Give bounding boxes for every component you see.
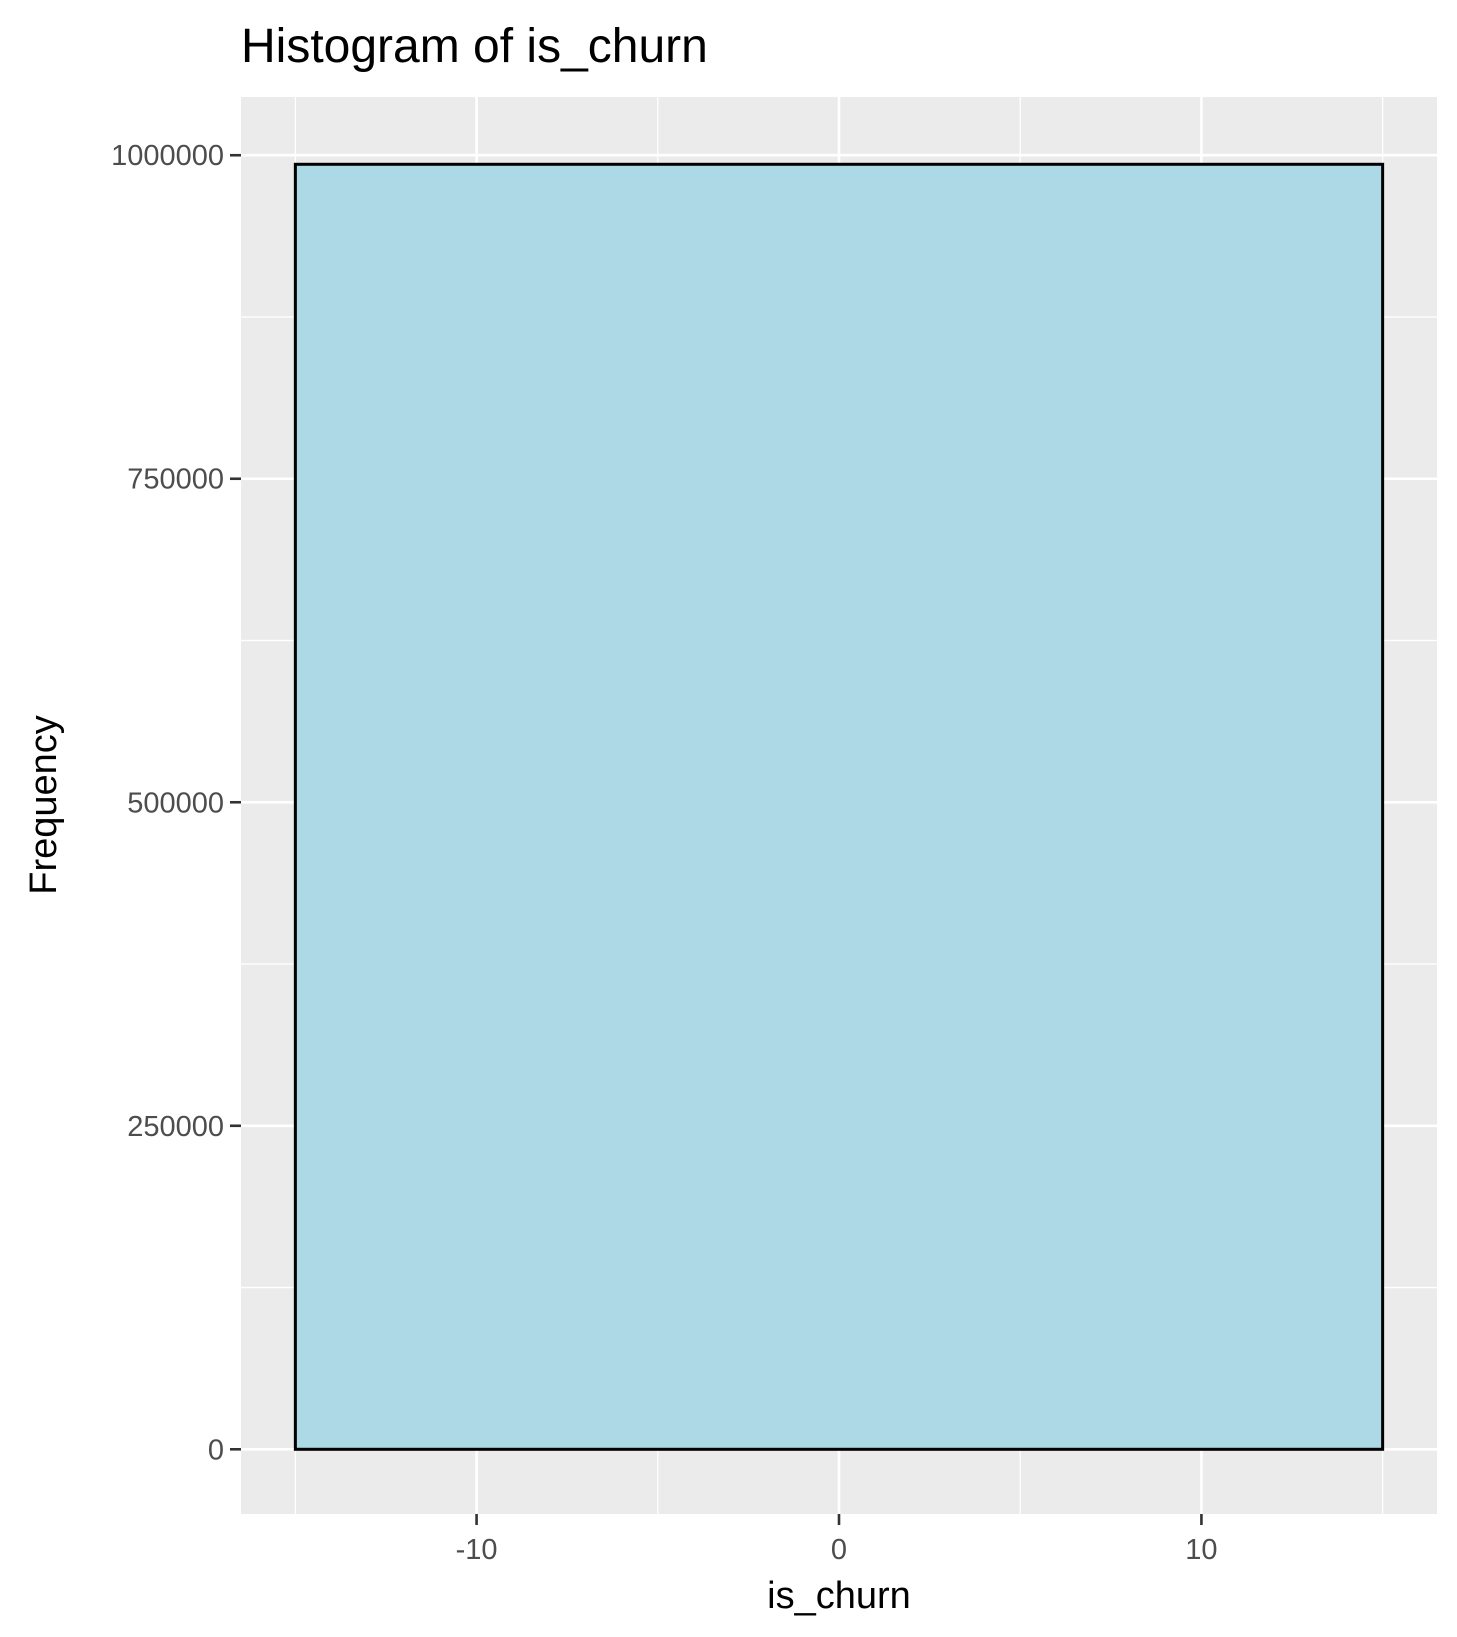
x-tick-label: 0 (831, 1534, 847, 1566)
x-axis: -10 0 10 (456, 1514, 1218, 1566)
y-axis-title: Frequency (23, 715, 65, 895)
histogram-bar (293, 162, 1385, 1451)
x-axis-title: is_churn (767, 1575, 911, 1617)
chart-title: Histogram of is_churn (241, 20, 708, 73)
y-tick-label: 1000000 (111, 140, 224, 172)
y-tick-label: 750000 (127, 464, 224, 496)
x-tick-label: 10 (1185, 1534, 1217, 1566)
y-tick-label: 0 (208, 1434, 224, 1466)
x-tick-label: -10 (456, 1534, 498, 1566)
y-tick-label: 500000 (127, 787, 224, 819)
y-axis: 0 250000 500000 750000 1000000 (111, 140, 241, 1466)
y-tick-label: 250000 (127, 1111, 224, 1143)
histogram-bars (293, 162, 1385, 1451)
